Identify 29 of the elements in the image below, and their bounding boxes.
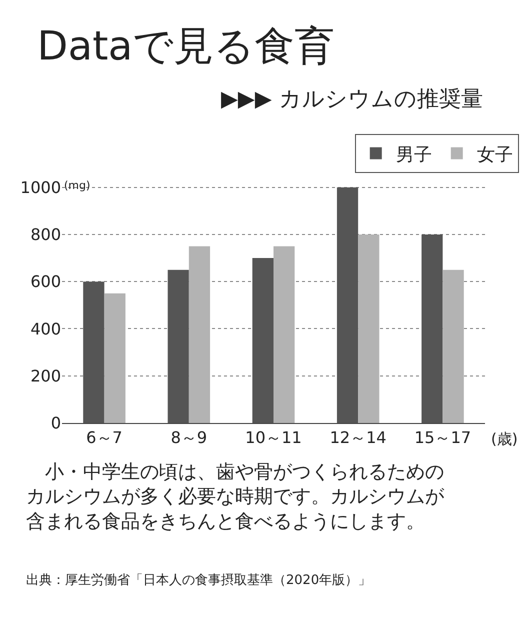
- x-tick-label: 6～7: [86, 428, 122, 448]
- legend-label: 女子: [476, 144, 513, 166]
- bar: [83, 282, 104, 423]
- bar: [358, 234, 380, 423]
- bar: [188, 246, 210, 423]
- x-tick-label: 15～17: [414, 428, 472, 448]
- x-tick-label: 10～11: [245, 428, 302, 448]
- chart-subtitle: ▶▶▶ カルシウムの推奨量: [221, 87, 483, 112]
- y-tick-label: 1000: [20, 178, 61, 197]
- source-note: 出典：厚生労働省「日本人の食事摂取基準（2020年版）」: [26, 573, 372, 588]
- y-tick-label: 800: [30, 225, 61, 244]
- x-axis-title: (歳): [491, 430, 518, 448]
- bar: [252, 258, 274, 423]
- y-tick-label: 400: [30, 319, 61, 338]
- x-tick-label: 8～9: [170, 428, 208, 448]
- legend-label: 男子: [396, 144, 432, 166]
- bar: [422, 234, 443, 423]
- y-tick-label: 200: [30, 366, 61, 386]
- x-tick-label: 12～14: [330, 428, 386, 448]
- y-axis-title: (mg): [64, 179, 90, 192]
- chart-title: Dataで見る食育: [37, 23, 335, 70]
- bar: [442, 270, 464, 423]
- y-tick-label: 600: [30, 272, 61, 292]
- bar: [104, 293, 126, 423]
- bar: [336, 187, 358, 423]
- bar: [168, 270, 189, 423]
- bar: [274, 246, 295, 423]
- text: 小・中学生の頃は、歯や骨がつくられるためのカルシウムが多く必要な時期です。カルシウムが含まれる食品をきちんと食べるようにします。: [26, 461, 445, 532]
- y-tick-label: 0: [50, 414, 61, 433]
